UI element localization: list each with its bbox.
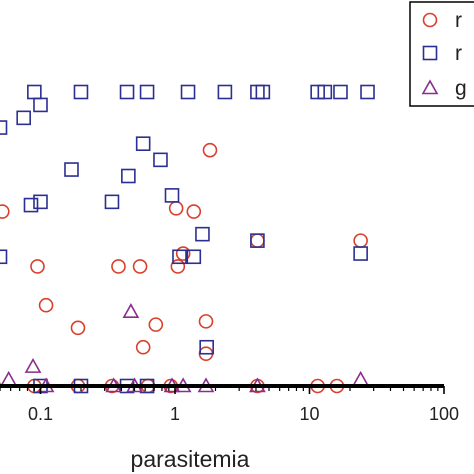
square-marker [64, 162, 79, 177]
legend-label: g [455, 77, 467, 100]
x-tick-label: 100 [429, 404, 459, 424]
circle-marker [0, 204, 10, 219]
square-marker [33, 194, 48, 210]
x-axis-tick-labels: 0.1 1 10 100 [28, 404, 459, 424]
x-axis-ticks [0, 386, 445, 394]
square-marker [180, 84, 196, 100]
square-marker [33, 97, 48, 113]
circle-marker [168, 201, 184, 216]
square-marker [317, 84, 333, 100]
triangle-marker [122, 303, 140, 318]
circle-marker [202, 142, 218, 158]
circle-marker [38, 297, 54, 313]
legend-circle-icon [422, 12, 438, 28]
square-marker [139, 84, 155, 100]
square-marker [73, 84, 89, 100]
square-marker [16, 110, 31, 126]
square-marker [360, 84, 375, 100]
x-tick-label: 10 [299, 404, 319, 424]
square-marker [0, 120, 8, 135]
legend-box [409, 1, 474, 107]
circle-marker [135, 339, 151, 355]
circle-marker [186, 204, 202, 219]
circle-marker [170, 259, 186, 274]
x-tick-label: 0.1 [28, 404, 53, 424]
square-marker [172, 249, 187, 265]
circle-marker [30, 259, 45, 274]
x-axis-label: parasitemia [131, 446, 250, 472]
square-marker [186, 249, 202, 265]
square-marker [199, 339, 214, 355]
triangle-marker [0, 370, 18, 386]
square-marker [333, 84, 348, 100]
markers-layer [0, 84, 375, 394]
square-marker [104, 194, 120, 210]
square-marker [255, 84, 271, 100]
square-marker [153, 152, 168, 168]
legend-triangle-icon [421, 79, 439, 95]
circle-marker [111, 259, 126, 274]
circle-marker [132, 259, 148, 274]
square-marker [0, 249, 8, 265]
square-marker [353, 246, 368, 261]
legend-label: r [455, 42, 462, 65]
square-marker [195, 226, 210, 242]
square-marker [250, 84, 265, 100]
triangle-marker [352, 370, 370, 386]
legend: rrg [409, 1, 474, 107]
circle-marker [175, 246, 191, 261]
square-marker [121, 168, 136, 184]
square-marker [119, 84, 135, 100]
square-marker [250, 233, 265, 248]
circle-marker [198, 314, 214, 329]
square-marker [164, 188, 180, 203]
square-marker [135, 136, 151, 151]
circle-marker [250, 233, 265, 248]
circle-marker [148, 317, 164, 332]
triangle-marker [24, 357, 42, 373]
legend-label: r [455, 9, 462, 32]
square-marker [27, 84, 42, 100]
square-marker [23, 197, 39, 213]
x-tick-label: 1 [170, 404, 180, 424]
circle-marker [70, 320, 86, 336]
square-marker [217, 84, 233, 100]
circle-marker [353, 233, 368, 248]
legend-square-icon [422, 45, 438, 61]
